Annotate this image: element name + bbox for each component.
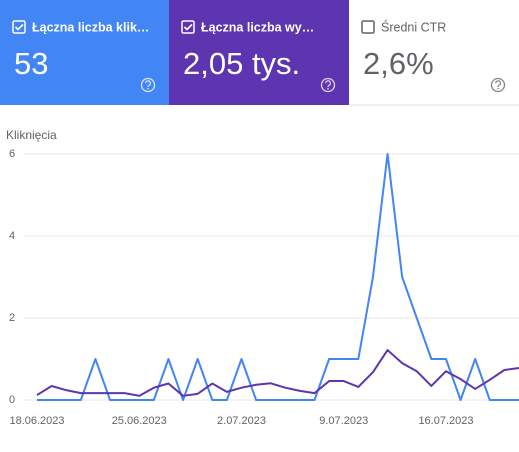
help-icon-dot <box>497 87 499 90</box>
x-tick-label: 2.07.2023 <box>217 415 266 427</box>
checkbox[interactable] <box>181 20 195 34</box>
x-tick-label: 25.06.2023 <box>112 415 167 427</box>
metric-card[interactable]: Łączna liczba wy… 2,05 tys. <box>169 0 349 105</box>
help-icon-mark <box>325 80 331 88</box>
checkmark <box>183 23 193 31</box>
metric-card[interactable]: Łączna liczba klik… 53 <box>0 0 169 105</box>
checkbox[interactable] <box>361 20 375 34</box>
y-tick-label: 4 <box>9 230 15 242</box>
help-icon[interactable] <box>140 77 156 93</box>
help-icon[interactable] <box>320 77 336 93</box>
card-background <box>349 0 519 105</box>
y-axis-label: Kliknięcia <box>6 128 57 142</box>
card-label: Łączna liczba klik… <box>32 20 149 34</box>
card-label: Średni CTR <box>381 19 446 34</box>
card-value: 53 <box>14 46 48 81</box>
y-tick-label: 6 <box>9 148 15 160</box>
card-background <box>169 0 349 105</box>
help-icon-dot <box>147 87 149 90</box>
help-icon[interactable] <box>490 77 506 93</box>
data-line <box>37 153 519 401</box>
checkbox[interactable] <box>12 20 26 34</box>
help-icon-mark <box>145 80 151 88</box>
card-value: 2,05 tys. <box>183 46 300 81</box>
y-tick-label: 2 <box>9 312 15 324</box>
data-line <box>36 349 519 397</box>
x-tick-label: 16.07.2023 <box>418 415 473 427</box>
x-tick-label: 9.07.2023 <box>319 415 368 427</box>
card-value: 2,6% <box>363 46 434 81</box>
y-tick-label: 0 <box>9 394 15 406</box>
help-icon-mark <box>495 80 501 88</box>
x-tick-label: 18.06.2023 <box>9 415 64 427</box>
card-label: Łączna liczba wy… <box>201 20 314 34</box>
checkmark <box>14 23 24 31</box>
help-icon-dot <box>327 87 329 90</box>
metric-card[interactable]: Średni CTR 2,6% <box>349 0 519 106</box>
card-background <box>0 0 169 105</box>
